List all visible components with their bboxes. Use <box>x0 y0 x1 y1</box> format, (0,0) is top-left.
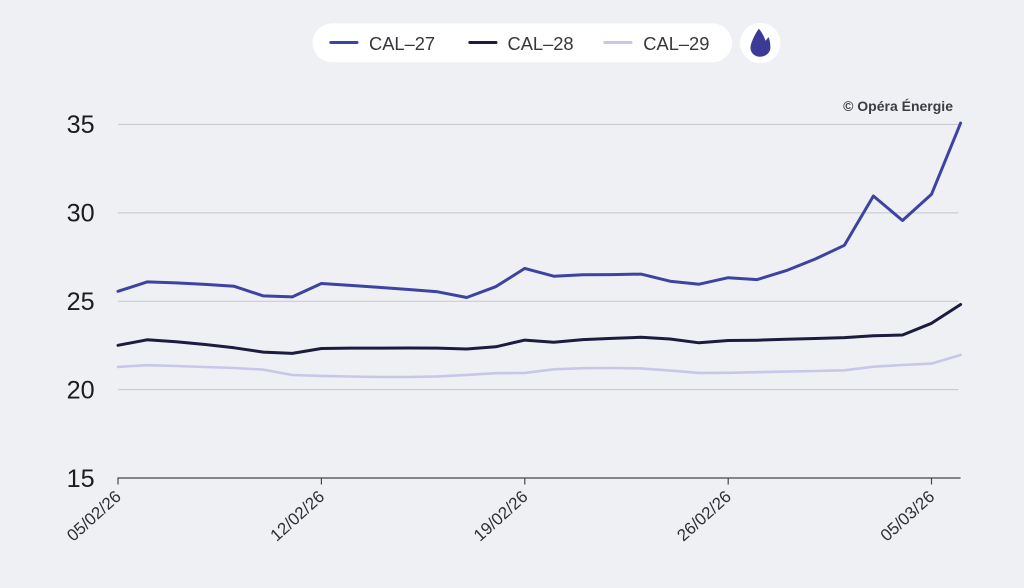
svg-text:CAL–28: CAL–28 <box>508 33 574 54</box>
svg-text:12/02/26: 12/02/26 <box>267 487 329 545</box>
svg-text:© Opéra Énergie: © Opéra Énergie <box>843 98 953 114</box>
svg-text:05/02/26: 05/02/26 <box>63 487 125 545</box>
svg-text:35: 35 <box>67 112 95 139</box>
svg-text:05/03/26: 05/03/26 <box>877 487 939 545</box>
svg-text:CAL–29: CAL–29 <box>643 33 709 54</box>
svg-text:15: 15 <box>67 466 95 493</box>
svg-text:30: 30 <box>67 201 95 228</box>
svg-text:CAL–27: CAL–27 <box>369 33 435 54</box>
svg-text:26/02/26: 26/02/26 <box>673 487 735 545</box>
svg-text:25: 25 <box>67 289 95 316</box>
svg-text:20: 20 <box>67 378 95 405</box>
svg-text:19/02/26: 19/02/26 <box>470 487 532 545</box>
